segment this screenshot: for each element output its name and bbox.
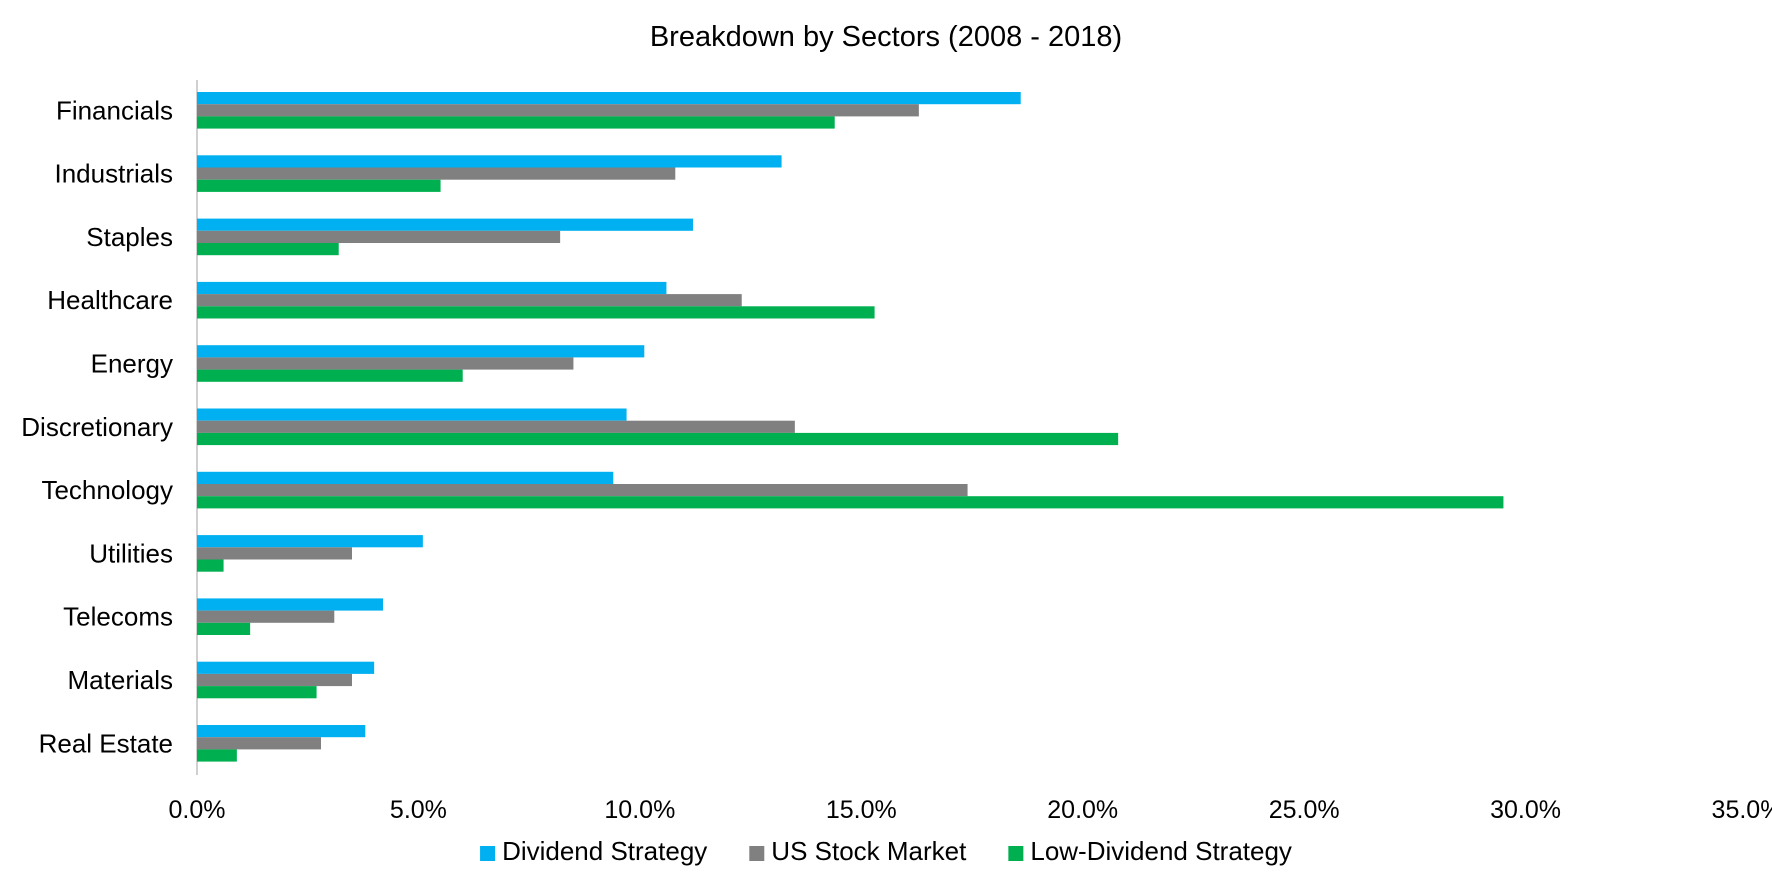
bar-dividend-strategy-healthcare xyxy=(197,281,667,295)
category-label-discretionary: Discretionary xyxy=(21,412,173,442)
bar-us-stock-market-healthcare xyxy=(197,294,742,307)
bar-dividend-strategy-utilities xyxy=(197,535,423,548)
legend-item-dividend-strategy: Dividend Strategy xyxy=(480,836,707,866)
bar-us-stock-market-industrials xyxy=(197,167,676,180)
bar-low-dividend-strategy-discretionary xyxy=(197,432,1119,446)
bar-low-dividend-strategy-telecoms xyxy=(197,622,251,635)
category-label-staples: Staples xyxy=(86,222,173,252)
category-label-industrials: Industrials xyxy=(55,159,174,189)
x-tick-label: 10.0% xyxy=(604,796,675,824)
legend-swatch-dividend-strategy xyxy=(480,846,496,861)
category-label-technology: Technology xyxy=(41,475,173,505)
category-label-real-estate: Real Estate xyxy=(39,728,173,758)
x-tick-label: 20.0% xyxy=(1047,796,1118,824)
bar-low-dividend-strategy-staples xyxy=(197,243,339,256)
legend: Dividend Strategy US Stock Market Low-Divi… xyxy=(480,836,1292,866)
legend-item-low-dividend-strategy: Low-Dividend Strategy xyxy=(1008,836,1292,866)
x-tick-label: 35.0% xyxy=(1712,796,1772,824)
legend-label-dividend-strategy: Dividend Strategy xyxy=(502,836,707,866)
bar-dividend-strategy-real-estate xyxy=(197,725,366,738)
bar-us-stock-market-materials xyxy=(197,673,352,687)
x-tick-label: 30.0% xyxy=(1490,796,1561,824)
legend-label-us-stock-market: US Stock Market xyxy=(771,836,967,866)
bar-dividend-strategy-telecoms xyxy=(197,598,383,611)
bar-us-stock-market-staples xyxy=(197,230,561,243)
bar-low-dividend-strategy-utilities xyxy=(197,559,224,572)
bar-dividend-strategy-energy xyxy=(197,345,645,358)
x-tick-label: 15.0% xyxy=(826,796,897,824)
bar-us-stock-market-telecoms xyxy=(197,610,335,623)
legend-item-us-stock-market: US Stock Market xyxy=(749,836,967,866)
bar-dividend-strategy-financials xyxy=(197,92,1021,105)
x-tick-labels: 0.0% 5.0% 10.0% 15.0% 20.0% 25.0% 30.0% 35.0% xyxy=(169,796,1772,824)
bar-us-stock-market-technology xyxy=(197,484,968,497)
bar-low-dividend-strategy-materials xyxy=(197,686,317,699)
bars-layer xyxy=(197,92,1504,762)
category-label-telecoms: Telecoms xyxy=(63,602,173,632)
bar-dividend-strategy-materials xyxy=(197,661,375,674)
bar-dividend-strategy-technology xyxy=(197,471,614,484)
bar-dividend-strategy-industrials xyxy=(197,155,782,168)
bar-us-stock-market-utilities xyxy=(197,547,352,560)
category-label-financials: Financials xyxy=(56,95,173,125)
x-tick-label: 25.0% xyxy=(1269,796,1340,824)
bar-low-dividend-strategy-industrials xyxy=(197,179,441,192)
category-label-energy: Energy xyxy=(91,349,173,379)
chart-title: Breakdown by Sectors (2008 - 2018) xyxy=(650,21,1122,53)
bar-low-dividend-strategy-financials xyxy=(197,116,835,129)
bar-low-dividend-strategy-real-estate xyxy=(197,749,237,762)
category-labels: Financials Industrials Staples Healthcare En… xyxy=(21,95,173,758)
x-tick-label: 5.0% xyxy=(390,796,447,824)
bar-low-dividend-strategy-energy xyxy=(197,369,463,382)
bar-us-stock-market-discretionary xyxy=(197,420,795,433)
bar-us-stock-market-financials xyxy=(197,104,919,117)
category-label-materials: Materials xyxy=(68,665,173,695)
legend-swatch-us-stock-market xyxy=(749,846,765,861)
legend-swatch-low-dividend-strategy xyxy=(1008,846,1024,861)
category-label-utilities: Utilities xyxy=(89,538,173,568)
bar-us-stock-market-real-estate xyxy=(197,737,321,750)
bar-low-dividend-strategy-healthcare xyxy=(197,306,875,319)
category-label-healthcare: Healthcare xyxy=(47,285,173,315)
bar-us-stock-market-energy xyxy=(197,357,574,370)
legend-label-low-dividend-strategy: Low-Dividend Strategy xyxy=(1030,836,1292,866)
bar-dividend-strategy-discretionary xyxy=(197,408,627,421)
x-tick-label: 0.0% xyxy=(169,796,226,824)
bar-low-dividend-strategy-technology xyxy=(197,496,1504,509)
bar-dividend-strategy-staples xyxy=(197,218,693,231)
